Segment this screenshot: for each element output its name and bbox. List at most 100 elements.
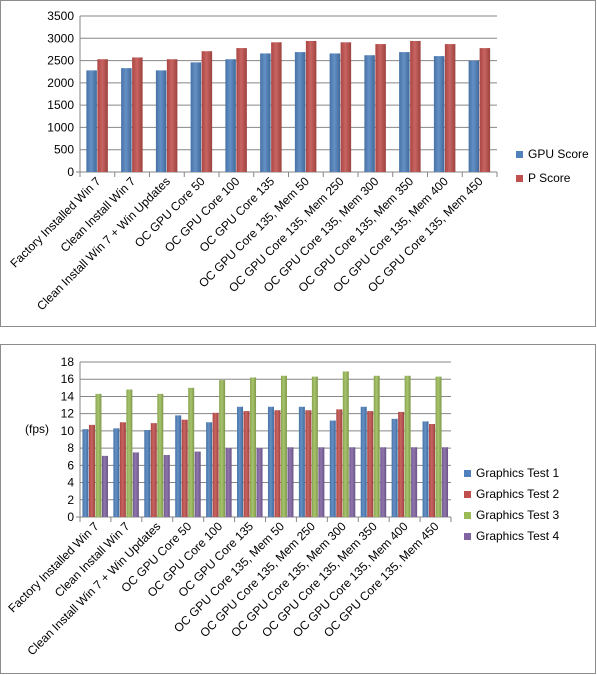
bar-gpu-score (190, 62, 202, 172)
bar-graphics-test-1 (422, 421, 429, 517)
legend-label: P Score (528, 171, 571, 185)
y-tick-label: 12 (61, 407, 75, 421)
bar-graphics-test-4 (318, 447, 325, 517)
legend-label: Graphics Test 3 (476, 508, 559, 522)
bar-graphics-test-4 (380, 447, 387, 517)
bar-graphics-test-3 (126, 389, 133, 517)
bar-graphics-test-1 (237, 406, 244, 517)
bar-graphics-test-2 (429, 424, 436, 517)
bar-graphics-test-2 (336, 409, 343, 517)
bar-graphics-test-3 (157, 393, 164, 517)
bar-p-score (340, 42, 352, 172)
bar-graphics-test-2 (88, 424, 95, 517)
y-tick-label: 6 (67, 458, 74, 472)
bar-graphics-test-2 (274, 410, 281, 517)
bar-gpu-score (121, 68, 132, 172)
bar-p-score (271, 42, 282, 172)
legend-swatch (464, 533, 471, 540)
y-tick-label: 2 (67, 493, 74, 507)
legend-swatch (464, 470, 471, 477)
bar-p-score (132, 57, 143, 172)
bar-gpu-score (260, 53, 271, 172)
bar-gpu-score (468, 60, 480, 173)
bar-p-score (97, 59, 108, 173)
y-tick-label: 0 (67, 165, 74, 179)
y-axis-label: (fps) (25, 422, 49, 436)
y-tick-label: 2000 (47, 76, 74, 90)
bar-graphics-test-2 (150, 423, 157, 517)
x-category-label: Clean Install Win 7 + Win Updates (34, 174, 173, 313)
y-tick-label: 3000 (47, 31, 74, 45)
bar-p-score (201, 51, 213, 173)
bar-graphics-test-3 (250, 377, 257, 517)
legend-swatch (464, 512, 471, 519)
bar-graphics-test-4 (349, 447, 356, 517)
bar-graphics-test-3 (435, 376, 442, 517)
legend-label: Graphics Test 4 (476, 529, 559, 543)
legend-label: Graphics Test 2 (476, 487, 559, 501)
bar-p-score (375, 44, 386, 172)
bar-p-score (444, 44, 456, 172)
bar-graphics-test-4 (163, 455, 170, 517)
bar-gpu-score (399, 52, 410, 172)
bar-graphics-test-4 (287, 447, 294, 517)
y-tick-label: 8 (67, 441, 74, 455)
bar-graphics-test-4 (256, 448, 263, 517)
bar-graphics-test-4 (411, 447, 418, 517)
bar-graphics-test-3 (280, 375, 287, 517)
bar-graphics-test-4 (101, 455, 108, 517)
bar-p-score (410, 40, 421, 173)
y-tick-label: 2500 (47, 54, 74, 68)
y-tick-label: 16 (61, 372, 75, 386)
bar-graphics-test-1 (113, 428, 120, 517)
bar-graphics-test-2 (212, 412, 219, 517)
bar-graphics-test-4 (132, 452, 139, 517)
bar-graphics-test-1 (206, 422, 213, 517)
score-chart-panel: 0 500 1000 1500 2000 2500 3000 3500 Factory Inst… (0, 0, 596, 327)
legend-label: GPU Score (528, 147, 589, 161)
bar-graphics-test-1 (329, 420, 336, 517)
bar-graphics-test-2 (243, 411, 250, 517)
y-tick-label: 18 (61, 355, 75, 369)
bar-gpu-score (225, 59, 236, 173)
bar-gpu-score (364, 55, 375, 173)
bar-graphics-test-2 (305, 410, 312, 517)
bar-graphics-test-1 (267, 406, 274, 517)
bar-graphics-test-4 (225, 448, 232, 517)
y-tick-label: 500 (54, 143, 74, 157)
bar-gpu-score (433, 56, 445, 172)
y-tick-label: 14 (61, 389, 75, 403)
bar-graphics-test-4 (194, 451, 201, 517)
y-tick-label: 1500 (47, 98, 74, 112)
bar-p-score (479, 48, 491, 172)
y-tick-label: 0 (67, 510, 74, 524)
bar-graphics-test-3 (188, 387, 195, 517)
bar-gpu-score (155, 70, 167, 172)
bar-graphics-test-1 (298, 406, 305, 517)
bar-gpu-score (294, 52, 306, 172)
bar-graphics-test-2 (398, 411, 405, 517)
bar-graphics-test-2 (181, 419, 188, 517)
bar-graphics-test-1 (391, 418, 398, 517)
bar-graphics-test-3 (373, 375, 380, 517)
bar-graphics-test-4 (442, 447, 449, 517)
legend-swatch (464, 491, 471, 498)
bar-gpu-score (86, 70, 97, 172)
y-tick-label: 4 (67, 476, 74, 490)
bar-graphics-test-2 (367, 411, 374, 517)
x-category-label: Clean Install Win 7 + Win Updates (25, 519, 164, 658)
bar-graphics-test-3 (219, 380, 226, 517)
bar-p-score (166, 59, 178, 173)
y-tick-label: 10 (61, 424, 75, 438)
bar-graphics-test-1 (82, 429, 89, 517)
y-tick-label: 3500 (47, 9, 74, 23)
fps-chart-panel: 0 2 4 6 8 10 12 14 16 18 (fps) Factory Installed Wi… (0, 344, 596, 674)
bar-gpu-score (329, 53, 341, 172)
bar-graphics-test-3 (311, 376, 318, 517)
bar-p-score (305, 40, 317, 173)
bar-graphics-test-3 (342, 371, 349, 517)
bar-graphics-test-1 (144, 430, 151, 517)
bar-graphics-test-1 (175, 415, 182, 517)
y-tick-label: 1000 (47, 120, 74, 134)
